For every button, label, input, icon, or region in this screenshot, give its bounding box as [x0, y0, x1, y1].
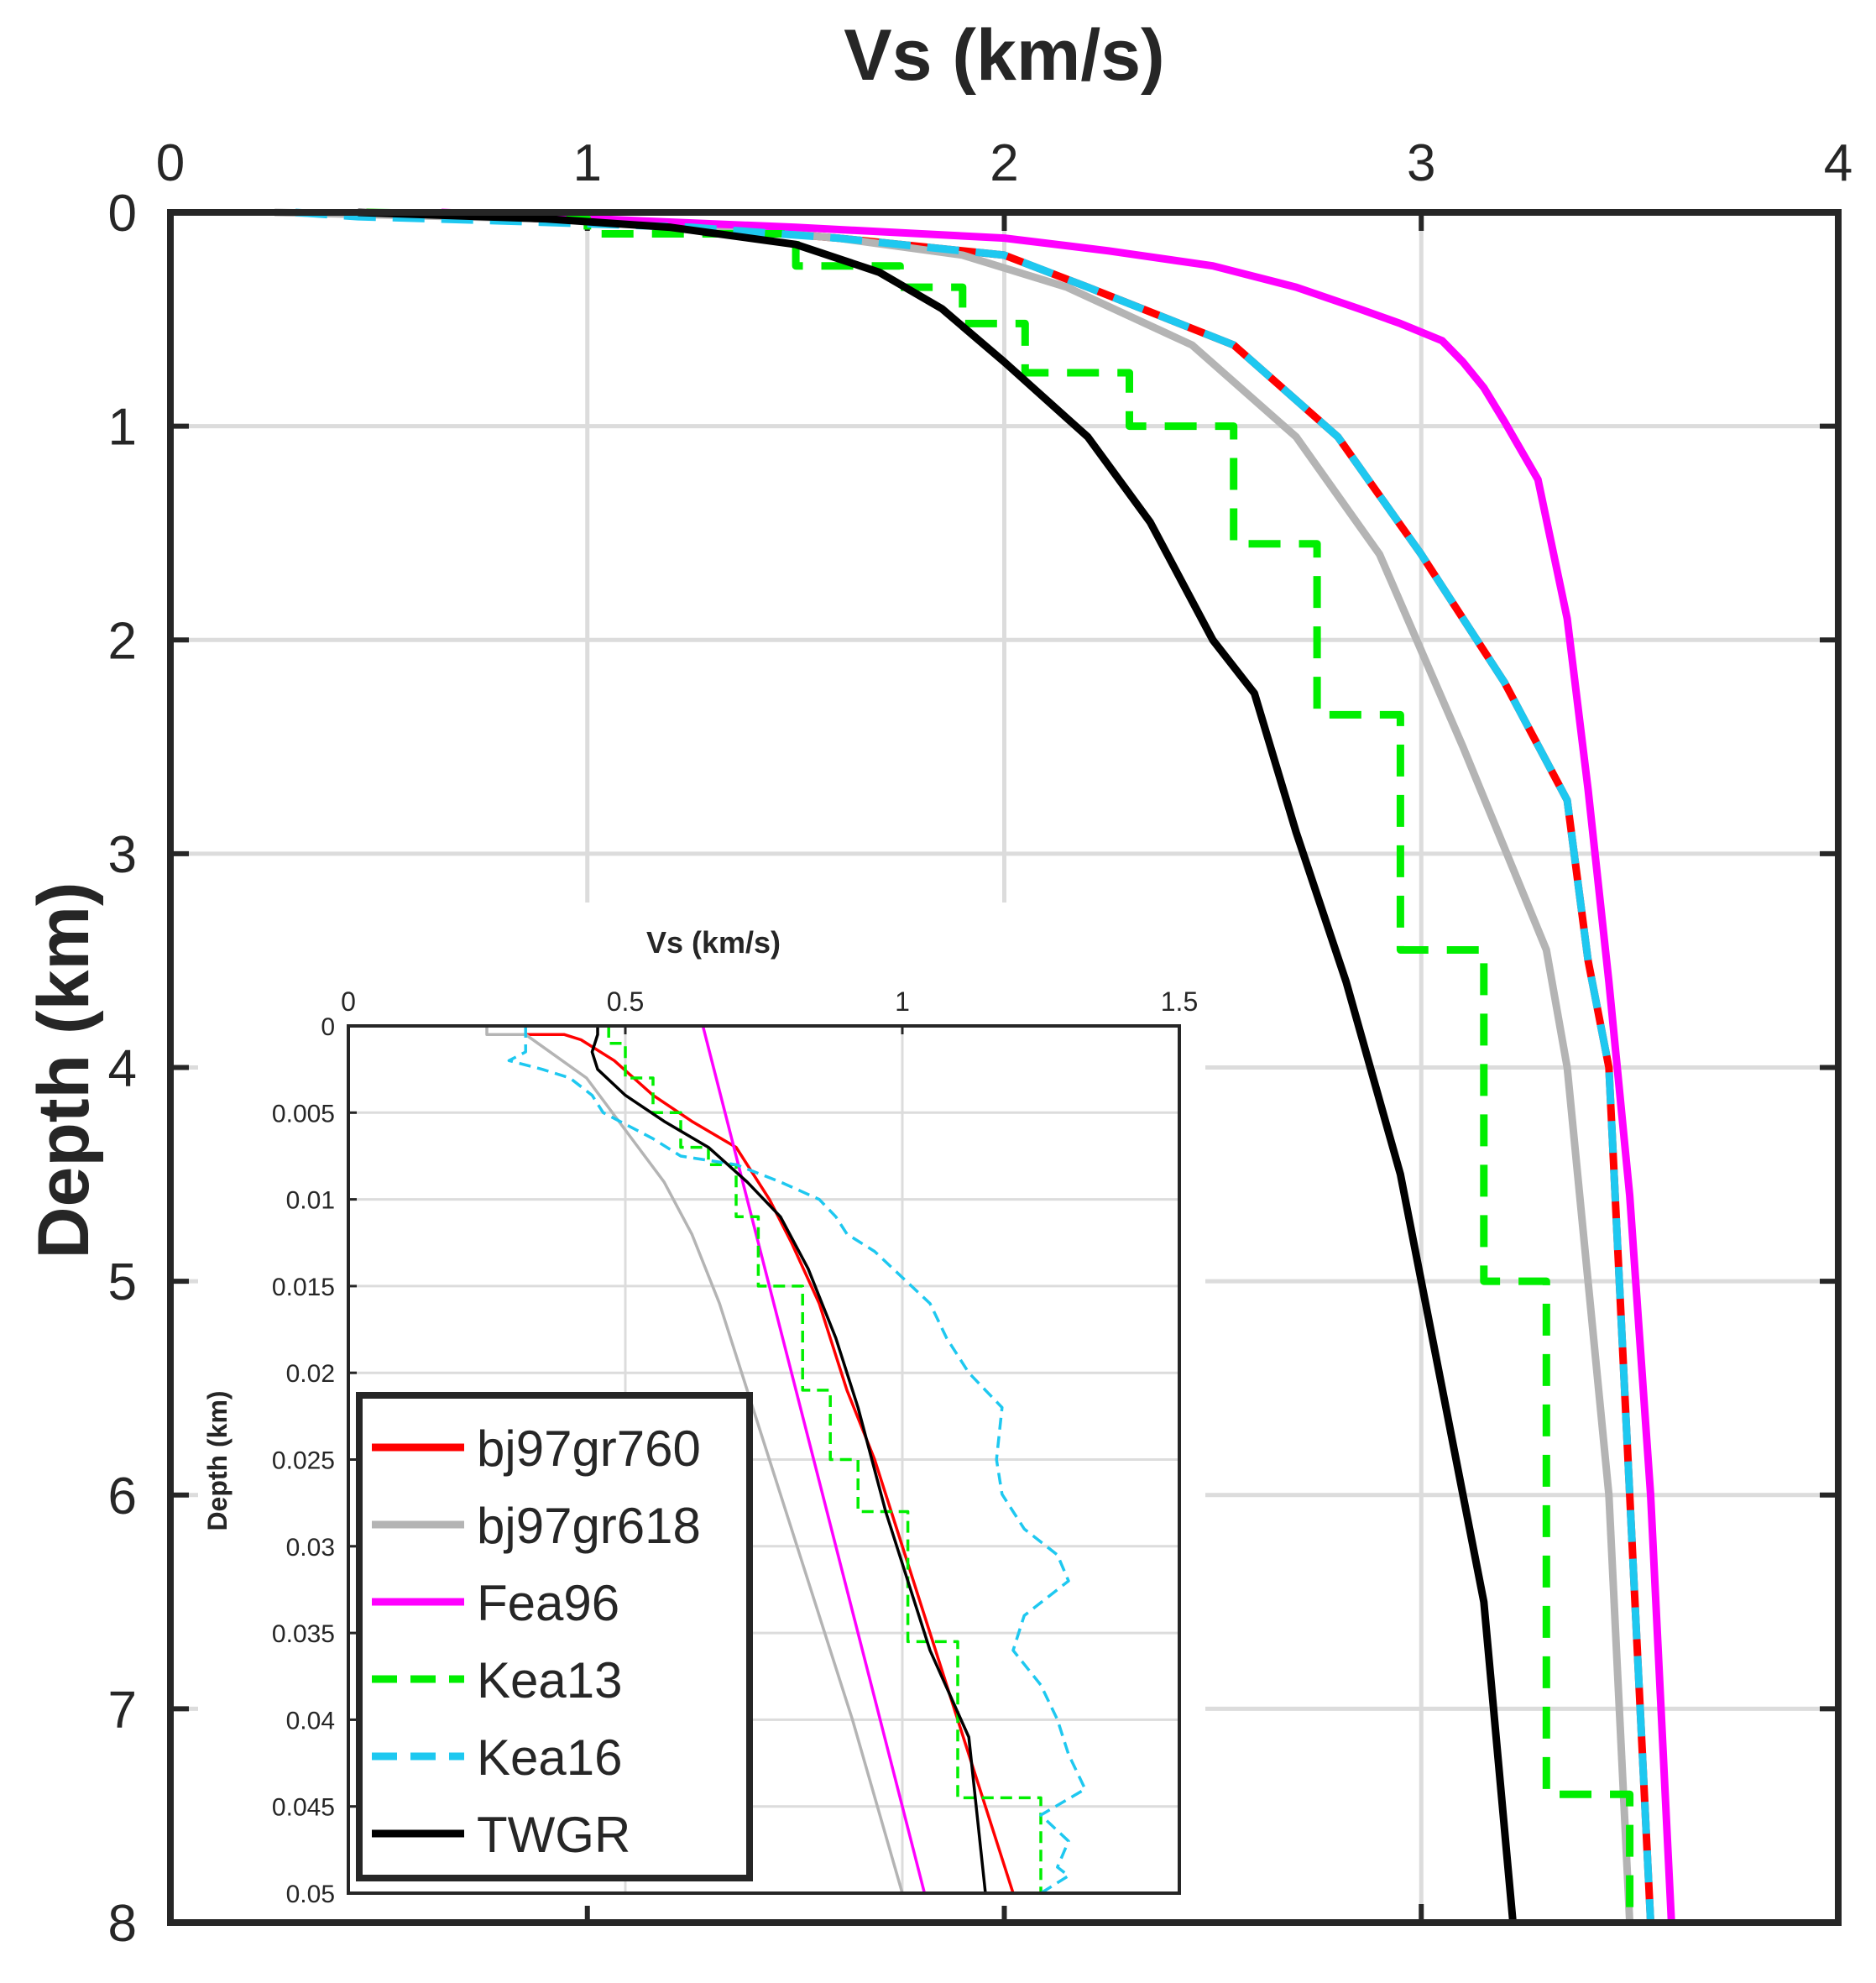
inset-y-tick-label: 0.045: [272, 1794, 335, 1822]
legend-label-kea13: Kea13: [477, 1652, 623, 1708]
inset-x-axis-label: Vs (km/s): [646, 925, 781, 960]
main-series-twgr: [358, 208, 1517, 1923]
main-x-tick-label: 2: [990, 134, 1018, 192]
inset-x-tick-label: 1.5: [1161, 986, 1198, 1017]
inset-series-kea13: [607, 1026, 1043, 1893]
main-y-tick-label: 4: [108, 1040, 137, 1098]
inset-y-tick-label: 0: [321, 1013, 335, 1041]
inset-y-tick-label: 0.015: [272, 1274, 335, 1301]
main-x-tick-label: 3: [1407, 134, 1435, 192]
main-x-tick-label: 4: [1824, 134, 1852, 192]
inset-y-tick-label: 0.005: [272, 1100, 335, 1128]
inset-y-tick-label: 0.02: [286, 1360, 335, 1388]
legend-label-kea16: Kea16: [477, 1729, 623, 1786]
main-x-tick-label: 0: [156, 134, 185, 192]
inset-x-tick-label: 0: [341, 986, 356, 1017]
main-y-tick-label: 8: [108, 1895, 137, 1953]
inset-y-tick-label: 0.01: [286, 1187, 335, 1215]
inset-y-tick-label: 0.025: [272, 1447, 335, 1475]
main-x-tick-label: 1: [573, 134, 602, 192]
legend: bj97gr760 bj97gr618 Fea96 Kea13 Kea16 TWGR: [356, 1392, 753, 1881]
main-y-axis-label: Depth (km): [24, 882, 104, 1258]
main-x-axis-label: Vs (km/s): [844, 15, 1164, 96]
inset-series-bj97gr760: [515, 1033, 1015, 1894]
main-y-tick-label: 6: [108, 1468, 137, 1525]
inset-axes-frame: [347, 1024, 1181, 1895]
legend-label-bj97gr618: bj97gr618: [477, 1498, 701, 1554]
inset-y-tick-label: 0.035: [272, 1620, 335, 1648]
inset-y-axis-label: Depth (km): [202, 1390, 233, 1530]
main-y-tick-label: 7: [108, 1681, 137, 1739]
inset-x-tick-label: 0.5: [607, 986, 644, 1017]
legend-label-bj97gr760: bj97gr760: [477, 1421, 701, 1477]
main-y-tick-label: 2: [108, 612, 137, 670]
legend-box: [356, 1392, 753, 1881]
inset-series-kea16: [507, 1026, 1087, 1895]
inset-y-tick-label: 0.05: [286, 1881, 335, 1908]
inset-series-twgr: [590, 1026, 987, 1894]
inset-x-tick-label: 1: [895, 986, 910, 1017]
main-y-tick-label: 1: [108, 399, 137, 457]
inset-y-tick-label: 0.04: [286, 1707, 335, 1734]
main-axes-frame: [167, 209, 1842, 1926]
main-series-kea13: [366, 208, 1634, 1923]
legend-label-twgr: TWGR: [477, 1807, 630, 1863]
main-chart: 0 1 2 3 4 0 1 2 3 4 5 6 7 8 Vs (km/s) Depth (km): [24, 15, 1852, 1953]
main-y-tick-label: 0: [108, 185, 137, 243]
main-y-tick-label: 5: [108, 1253, 137, 1311]
inset-series-fea96: [701, 1025, 927, 1894]
main-series-fea96: [441, 208, 1675, 1923]
inset-y-tick-label: 0.03: [286, 1534, 335, 1562]
legend-label-fea96: Fea96: [477, 1575, 619, 1631]
main-y-tick-label: 3: [108, 826, 137, 884]
